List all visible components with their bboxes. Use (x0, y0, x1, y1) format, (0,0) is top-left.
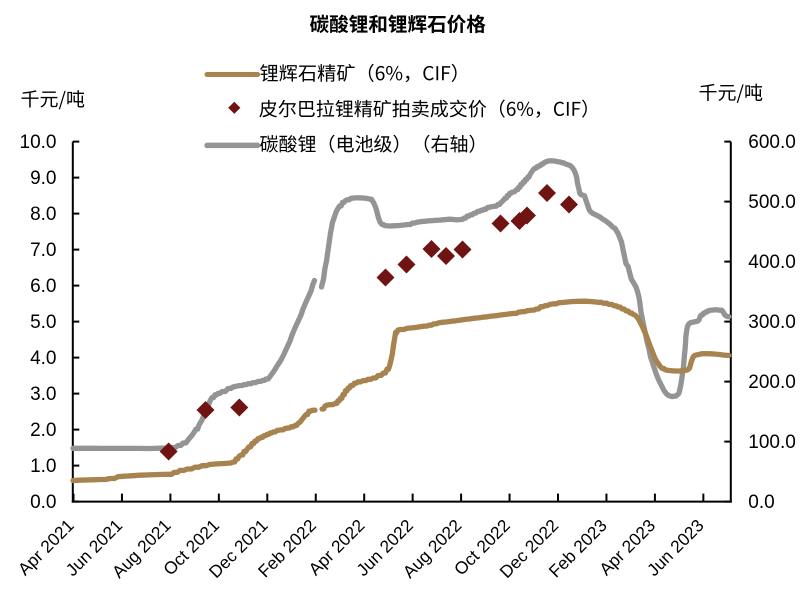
svg-text:8.0: 8.0 (30, 204, 56, 225)
svg-text:0.0: 0.0 (748, 492, 774, 513)
svg-text:7.0: 7.0 (30, 240, 56, 261)
svg-text:3.0: 3.0 (30, 384, 56, 405)
svg-text:6.0: 6.0 (30, 276, 56, 297)
svg-text:100.0: 100.0 (748, 432, 796, 453)
svg-text:300.0: 300.0 (748, 312, 796, 333)
svg-text:2.0: 2.0 (30, 420, 56, 441)
svg-text:0.0: 0.0 (30, 492, 56, 513)
svg-text:5.0: 5.0 (30, 312, 56, 333)
svg-text:400.0: 400.0 (748, 252, 796, 273)
svg-text:1.0: 1.0 (30, 456, 56, 477)
svg-text:4.0: 4.0 (30, 348, 56, 369)
svg-text:9.0: 9.0 (30, 168, 56, 189)
svg-text:500.0: 500.0 (748, 192, 796, 213)
svg-text:10.0: 10.0 (20, 132, 57, 153)
svg-text:200.0: 200.0 (748, 372, 796, 393)
svg-text:600.0: 600.0 (748, 132, 796, 153)
